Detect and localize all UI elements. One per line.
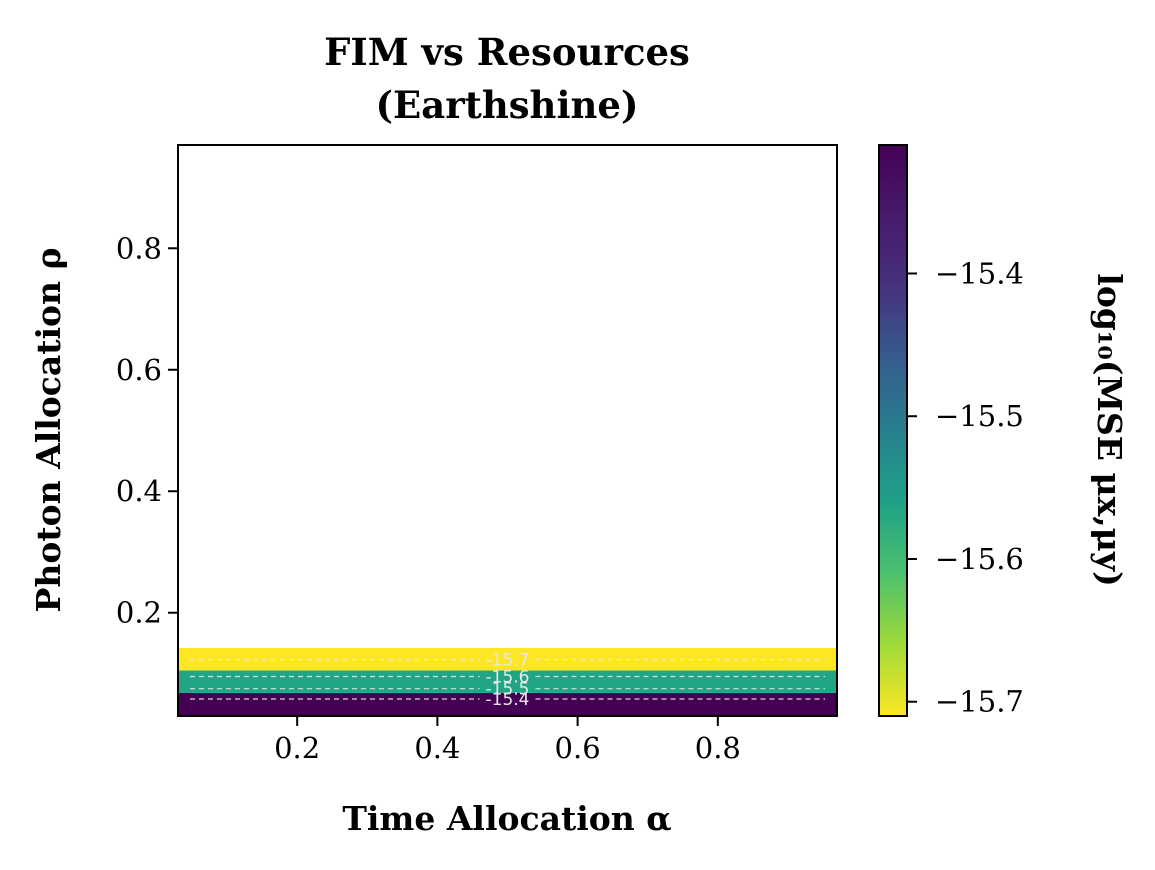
colorbar-tick-label-3: −15.7 [935,685,1024,719]
chart-title-line2: (Earthshine) [376,83,639,127]
chart-title-line1: FIM vs Resources [324,30,690,74]
contour-label-3: -15.7 [486,651,530,671]
heatmap-band-2 [178,647,837,671]
y-tick-label-2: 0.6 [116,353,162,387]
x-ticks: 0.2 0.4 0.6 0.8 [274,716,741,765]
contour-label-1: -15.5 [486,680,530,700]
contour-label-2: -15.6 [486,668,530,688]
x-tick-label-0: 0.2 [274,731,320,765]
colorbar-label: log₁₀(MSE μx,μy) [1090,273,1129,586]
y-ticks: 0.2 0.4 0.6 0.8 [116,231,178,630]
colorbar [878,144,908,717]
x-tick-label-2: 0.6 [555,731,601,765]
x-tick-label-1: 0.4 [414,731,460,765]
colorbar-ticks: −15.4 −15.5 −15.6 −15.7 [907,256,1024,719]
x-axis-label: Time Allocation α [342,799,671,838]
x-tick-label-3: 0.8 [695,731,741,765]
y-tick-label-0: 0.2 [116,596,162,630]
contour-lines: -15.4-15.5-15.6-15.7 [190,651,825,710]
plot-frame [177,144,838,717]
contour-label-0: -15.4 [486,690,530,710]
colorbar-tick-label-0: −15.4 [935,256,1024,290]
y-tick-label-3: 0.8 [116,231,162,265]
colorbar-tick-label-2: −15.6 [935,542,1024,576]
y-tick-label-1: 0.4 [116,474,162,508]
colorbar-tick-label-1: −15.5 [935,399,1024,433]
y-axis-label: Photon Allocation ρ [29,248,68,613]
